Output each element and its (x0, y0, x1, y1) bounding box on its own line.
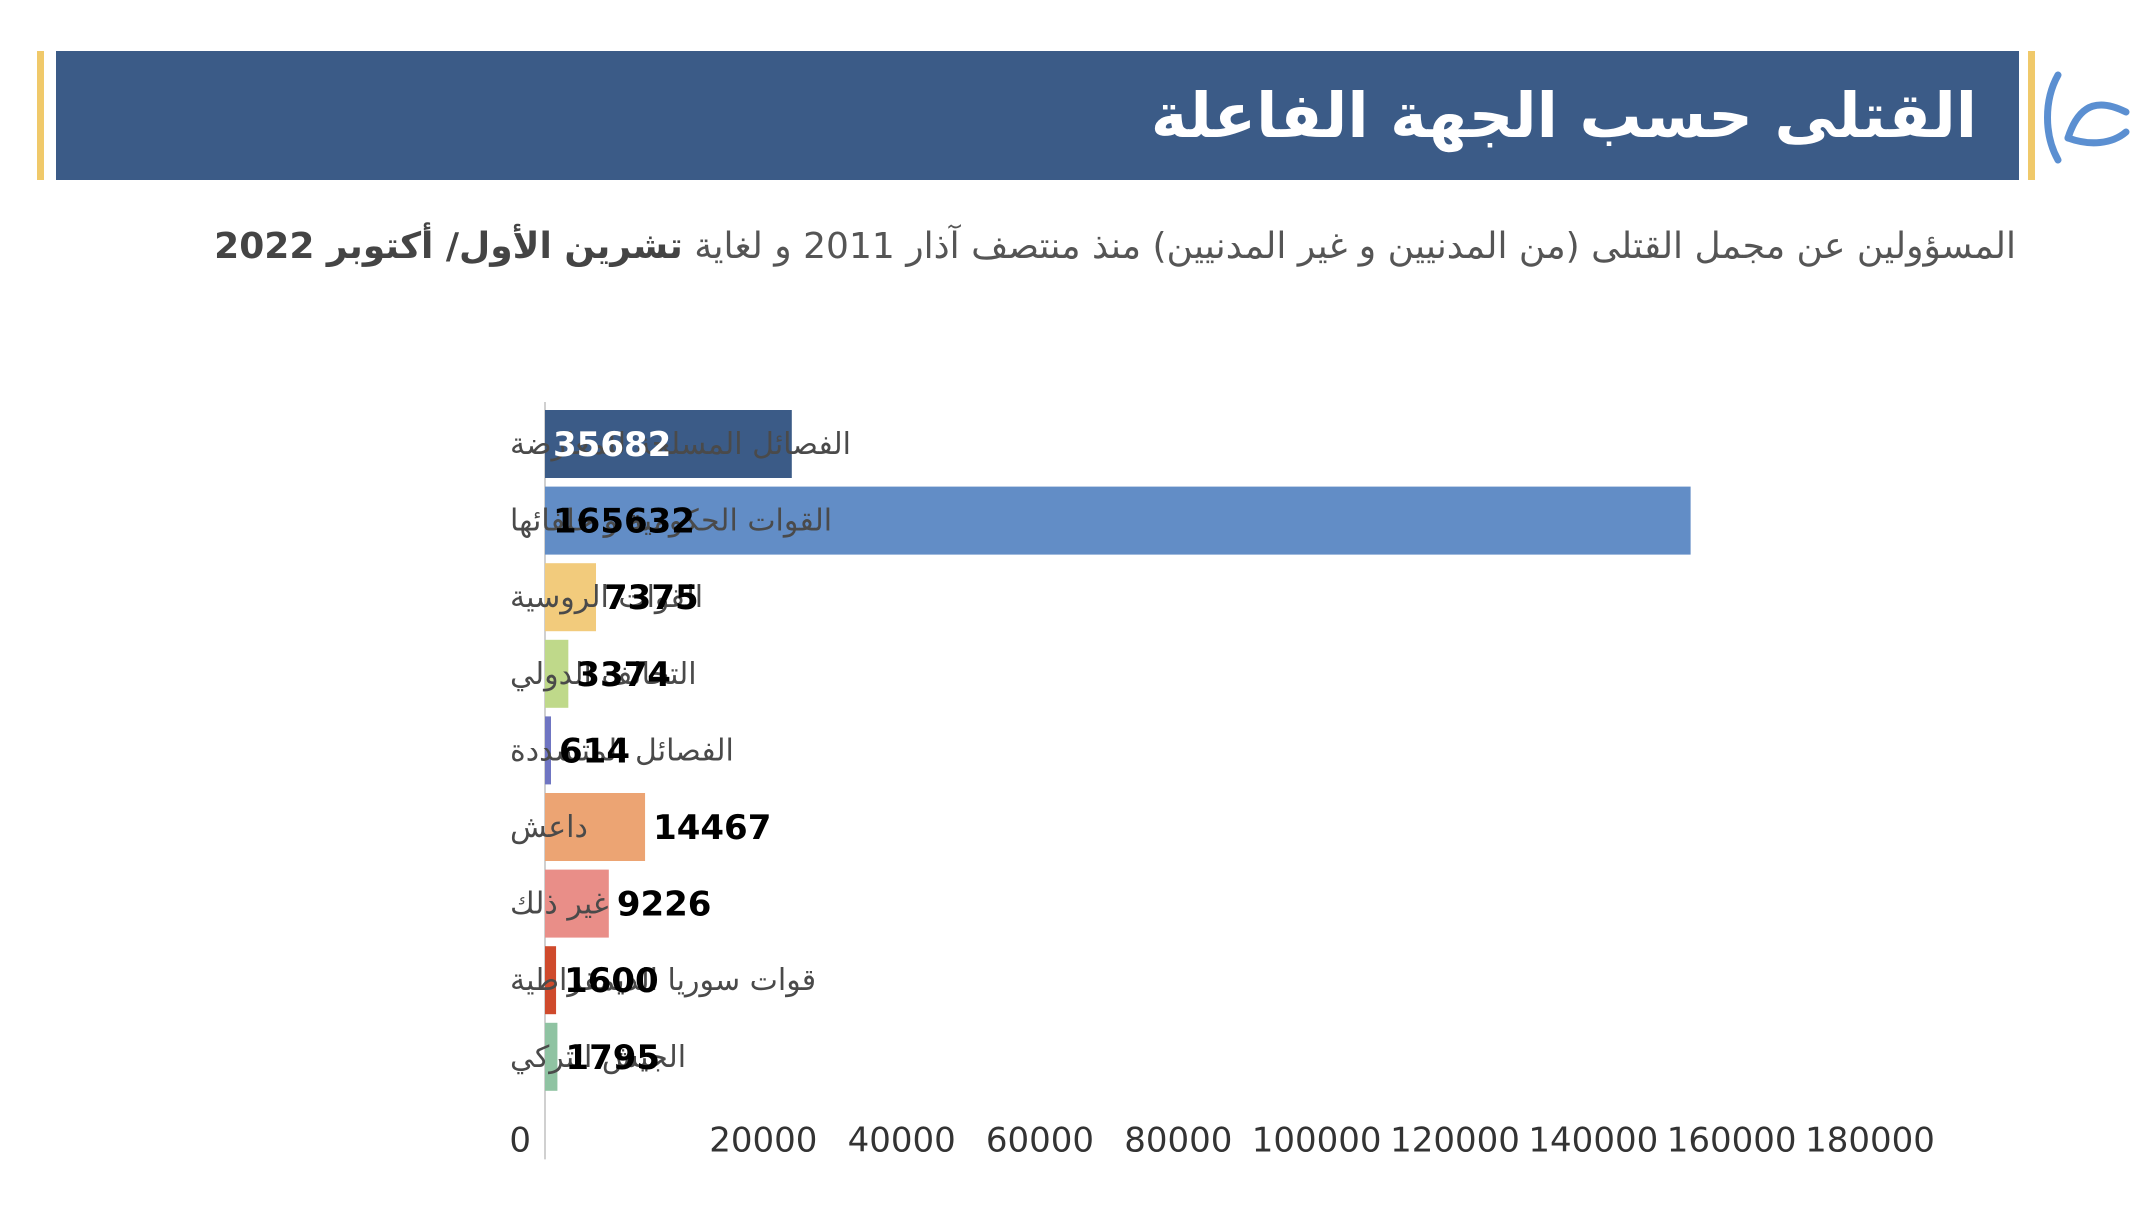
data-label: 3374 (576, 655, 671, 695)
category-label: الفصائل المسلحة للمعارضة (510, 427, 851, 462)
x-tick-label: 180000 (1805, 1120, 1935, 1160)
x-tick-label: 160000 (1667, 1120, 1797, 1160)
data-label: 165632 (553, 502, 695, 542)
bar (545, 946, 557, 1015)
data-label: 1600 (564, 961, 659, 1001)
x-tick-label: 80000 (1124, 1120, 1232, 1160)
data-label: 1795 (565, 1038, 660, 1078)
x-tick-label: 20000 (709, 1120, 817, 1160)
x-tick-label: 0 (509, 1120, 531, 1160)
left-accent-stripe (37, 51, 44, 180)
data-label: 35682 (553, 425, 671, 465)
bar (545, 793, 646, 861)
data-label: 614 (559, 731, 630, 771)
right-accent-stripe (2028, 51, 2035, 180)
data-label: 7375 (604, 578, 699, 618)
bar (545, 716, 551, 785)
x-tick-label: 40000 (848, 1120, 956, 1160)
data-label: 14467 (653, 808, 771, 848)
x-tick-label: 140000 (1528, 1120, 1658, 1160)
bar (545, 410, 792, 478)
x-tick-label: 100000 (1252, 1120, 1382, 1160)
brand-logo-icon (2044, 71, 2130, 164)
bar (545, 1022, 558, 1091)
chart-subtitle: المسؤولين عن مجمل القتلى (من المدنيين و … (116, 220, 2016, 274)
category-label: الجيش التركي (510, 1040, 686, 1075)
category-label: قوات سوريا الديمقراطية (510, 963, 816, 998)
bar (545, 563, 597, 632)
category-label: القوات الحكومية و حلفائها (510, 504, 832, 539)
x-tick-label: 60000 (986, 1120, 1094, 1160)
bar (545, 639, 569, 708)
category-label: القوات الروسية (510, 580, 703, 615)
title-banner: القتلى حسب الجهة الفاعلة (56, 51, 2019, 180)
category-label: غير ذلك (510, 887, 609, 922)
category-label: التحالف الدولي (510, 657, 697, 692)
category-label: داعش (510, 810, 588, 845)
category-label: الفصائل المتشددة (510, 733, 734, 768)
bar (545, 486, 1691, 555)
x-tick-label: 120000 (1390, 1120, 1520, 1160)
page-title: القتلى حسب الجهة الفاعلة (1150, 79, 1977, 152)
subtitle-date: تشرين الأول/ أكتوبر 2022 (214, 226, 683, 267)
bar (545, 869, 609, 938)
subtitle-text: المسؤولين عن مجمل القتلى (من المدنيين و … (682, 226, 2016, 267)
data-label: 9226 (617, 885, 712, 925)
